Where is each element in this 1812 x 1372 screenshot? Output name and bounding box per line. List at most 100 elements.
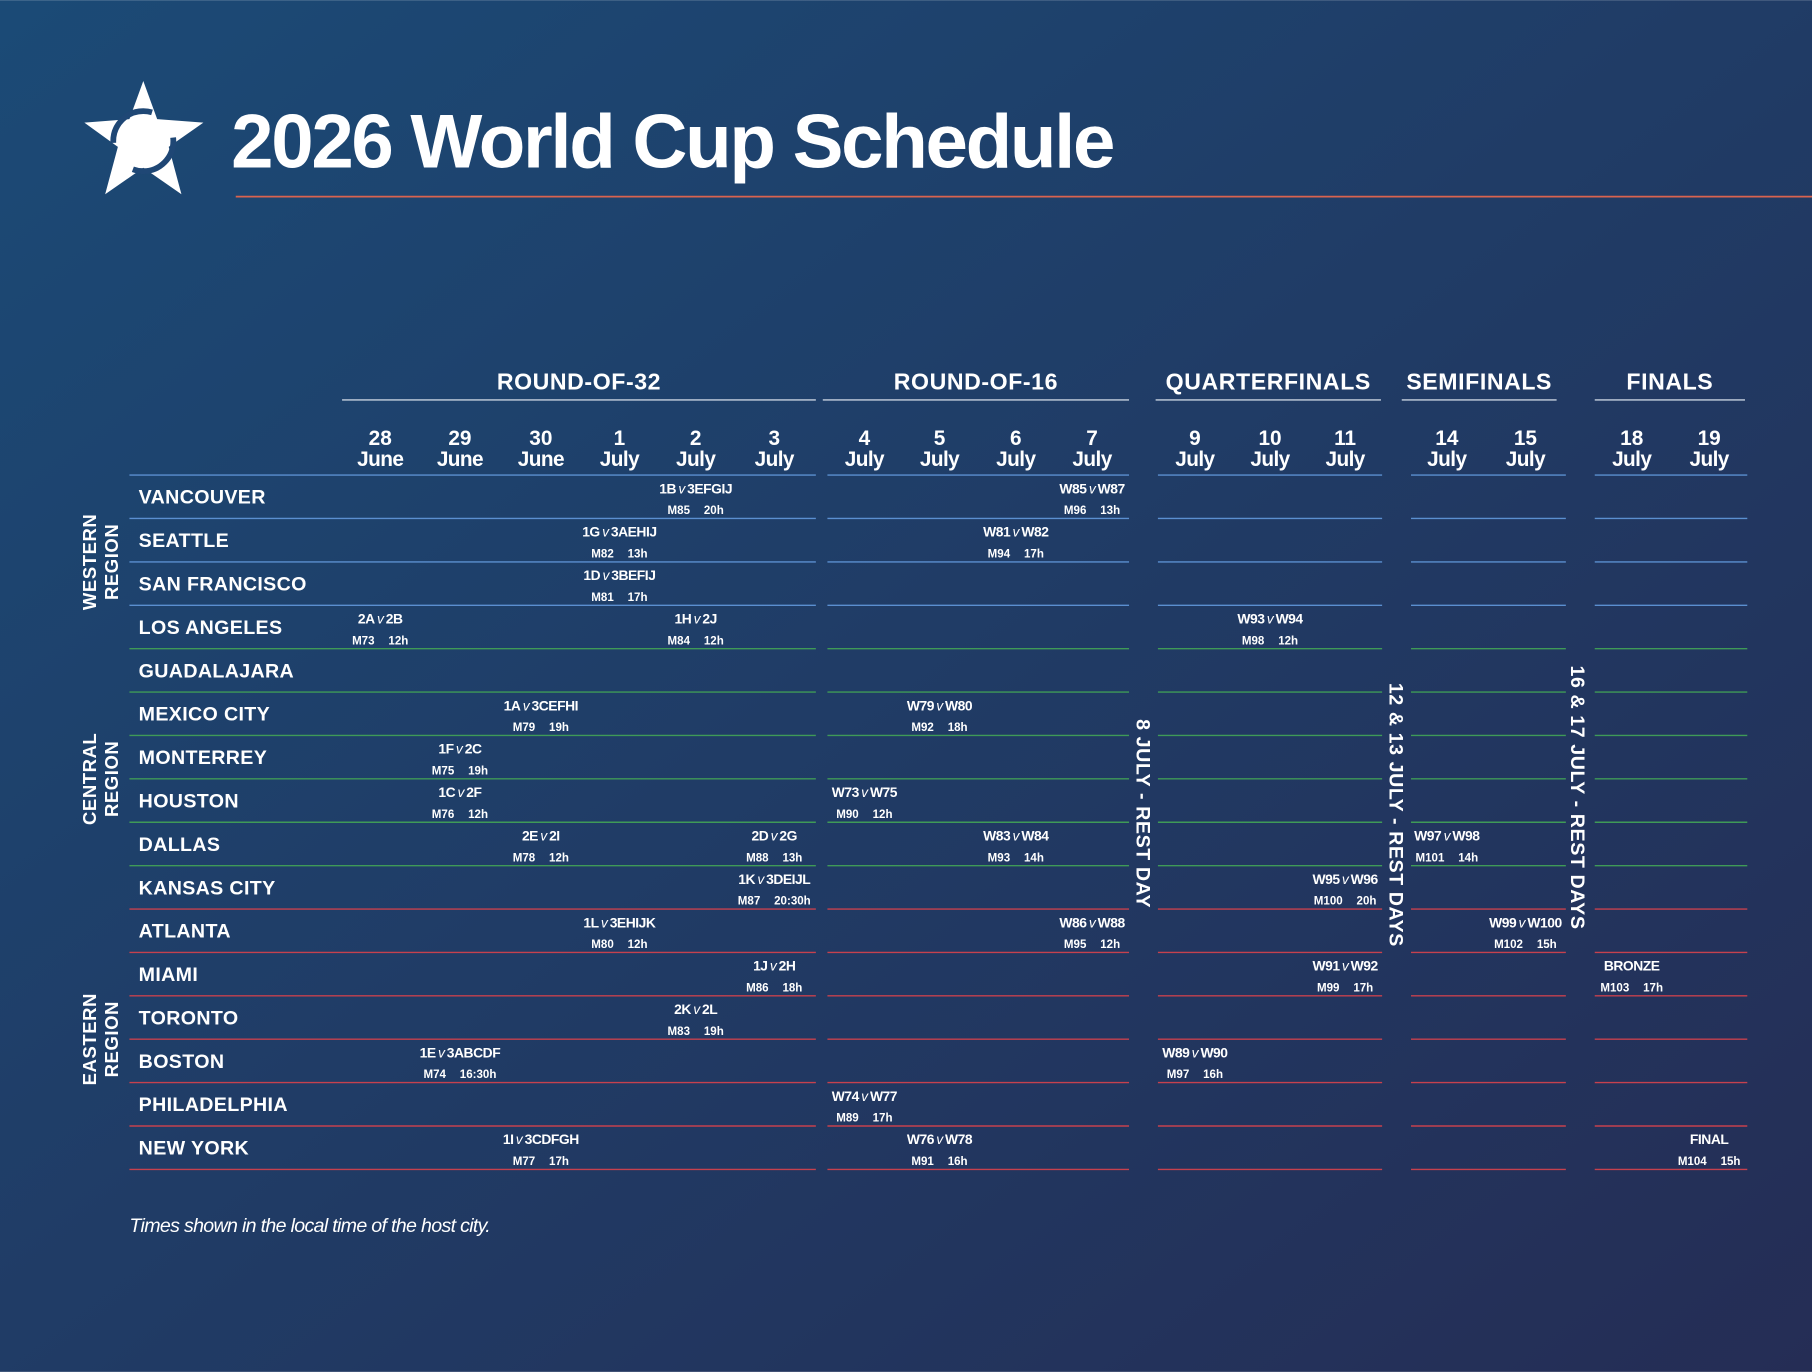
versus: v <box>757 871 765 887</box>
match-teams: FINAL <box>1690 1131 1729 1147</box>
match-teams: 2D v 2G <box>752 827 797 843</box>
match: W99 v W100 M102 15h <box>1489 914 1563 951</box>
match: 1H v 2J M84 12h <box>668 611 724 648</box>
team: W73 <box>832 784 860 800</box>
match: BRONZE M103 17h <box>1600 958 1663 995</box>
kickoff-time: 19h <box>704 1026 724 1038</box>
rest-day-label: 8 JULY - REST DAY <box>1132 719 1154 908</box>
match-teams: 1K v 3DEIJL <box>738 871 811 887</box>
date-day: 14 <box>1435 427 1459 450</box>
versus: v <box>1089 914 1097 930</box>
footnote: Times shown in the local time of the hos… <box>129 1215 490 1237</box>
city-name: GUADALAJARA <box>139 660 294 682</box>
team: W96 <box>1351 871 1379 887</box>
match-teams: BRONZE <box>1604 958 1660 974</box>
date-day: 10 <box>1258 427 1281 450</box>
versus: v <box>1342 958 1350 974</box>
city-name: BOSTON <box>139 1051 225 1073</box>
city-name: MIAMI <box>139 964 199 986</box>
versus: v <box>1342 871 1350 887</box>
kickoff-time: 17h <box>1353 982 1373 994</box>
match: 2D v 2G M88 13h <box>746 827 802 864</box>
match-number: M81 <box>591 592 614 604</box>
region-label-line: CENTRAL <box>79 733 100 825</box>
match-teams: 2K v 2L <box>674 1001 718 1017</box>
match-number: M90 <box>836 809 858 821</box>
kickoff-time: 14h <box>1024 852 1044 864</box>
city-name: MONTERREY <box>139 747 268 769</box>
match-info: M94 17h <box>988 549 1044 561</box>
city-name: SEATTLE <box>139 530 229 552</box>
match-number: M95 <box>1064 939 1087 951</box>
versus: v <box>936 1131 944 1147</box>
versus: v <box>861 1088 869 1104</box>
versus: v <box>602 524 610 540</box>
kickoff-time: 12h <box>549 852 569 864</box>
match-number: M79 <box>513 722 535 734</box>
match: 1I v 3CDFGH M77 17h <box>503 1131 580 1168</box>
rest-day-label: 12 & 13 JULY - REST DAYS <box>1385 683 1407 947</box>
date-month: July <box>1325 448 1365 471</box>
match-teams: 2A v 2B <box>358 611 403 627</box>
match-info: M93 14h <box>988 852 1044 864</box>
team: 3BEFIJ <box>611 567 655 583</box>
versus: v <box>1089 480 1097 496</box>
kickoff-time: 17h <box>1024 549 1044 561</box>
match: W86 v W88 M95 12h <box>1059 914 1126 951</box>
city-name: LOS ANGELES <box>139 617 283 639</box>
match-info: M74 16:30h <box>423 1069 496 1081</box>
team: 3EFGIJ <box>687 480 732 496</box>
kickoff-time: 14h <box>1458 852 1478 864</box>
date-month: July <box>1250 448 1290 471</box>
team: 1C <box>438 784 455 800</box>
date-day: 2 <box>690 427 702 450</box>
date-day: 6 <box>1010 427 1022 450</box>
date-month: June <box>357 448 403 471</box>
match-teams: W79 v W80 <box>907 697 973 713</box>
team: 2I <box>549 827 560 843</box>
city-name: SAN FRANCISCO <box>139 574 307 596</box>
city-name: VANCOUVER <box>139 487 266 509</box>
city-name: TORONTO <box>139 1007 239 1029</box>
match-number: M76 <box>432 809 454 821</box>
kickoff-time: 13h <box>1100 505 1120 517</box>
versus: v <box>1192 1044 1200 1060</box>
match: W81 v W82 M94 17h <box>983 524 1050 561</box>
match-info: M91 16h <box>911 1156 967 1168</box>
kickoff-time: 16h <box>948 1156 968 1168</box>
date-day: 29 <box>448 427 471 450</box>
match-number: M75 <box>432 765 455 777</box>
match: 1A v 3CEFHI M79 19h <box>504 697 579 734</box>
match-teams: W76 v W78 <box>907 1131 973 1147</box>
kickoff-time: 19h <box>549 722 569 734</box>
match: 1L v 3EHIJK M80 12h <box>583 914 656 951</box>
kickoff-time: 15h <box>1537 939 1557 951</box>
match-teams: W93 v W94 <box>1237 611 1303 627</box>
match-teams: W81 v W82 <box>983 524 1049 540</box>
match-number: M92 <box>911 722 933 734</box>
match: W73 v W75 M90 12h <box>832 784 899 821</box>
city-name: ATLANTA <box>139 921 231 943</box>
match-teams: W86 v W88 <box>1059 914 1125 930</box>
kickoff-time: 12h <box>468 809 488 821</box>
city-name: NEW YORK <box>139 1138 249 1160</box>
region-label: WESTERN REGION <box>79 514 122 610</box>
date-month: July <box>1175 448 1215 471</box>
round-title: SEMIFINALS <box>1406 369 1552 395</box>
match-number: M74 <box>423 1069 446 1081</box>
match-info: M75 19h <box>432 765 488 777</box>
team: W95 <box>1312 871 1340 887</box>
match-info: M80 12h <box>591 939 647 951</box>
region-label: EASTERN REGION <box>79 993 122 1085</box>
date-month: July <box>1427 448 1467 471</box>
match-label: FINAL <box>1690 1131 1729 1147</box>
kickoff-time: 12h <box>1278 635 1298 647</box>
match-info: M83 19h <box>668 1026 724 1038</box>
match-teams: 1D v 3BEFIJ <box>583 567 655 583</box>
versus: v <box>377 611 385 627</box>
match-number: M96 <box>1064 505 1086 517</box>
match-info: M100 20h <box>1314 896 1377 908</box>
